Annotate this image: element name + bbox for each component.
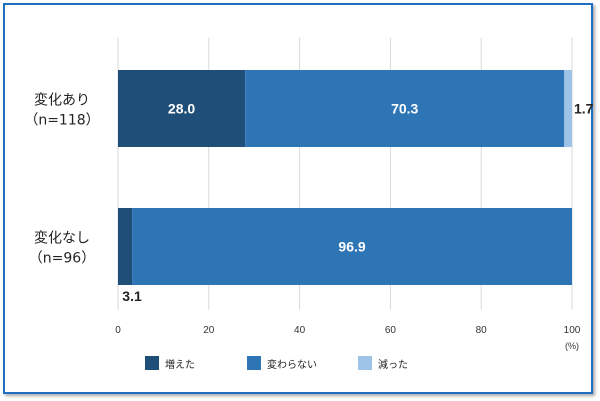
x-tick-label: 40: [294, 325, 306, 336]
legend-label: 変わらない: [267, 358, 317, 371]
x-axis-unit: (%): [565, 341, 579, 351]
x-tick-label: 80: [476, 325, 488, 336]
data-label: 1.7: [574, 101, 594, 117]
legend: 増えた 変わらない 減った: [145, 356, 408, 371]
bar-segment: [118, 208, 133, 285]
bar-segment: [132, 208, 572, 285]
legend-swatch: [247, 356, 261, 370]
bar-segment: [564, 70, 572, 147]
data-label: 3.1: [122, 288, 142, 304]
chart-frame: [3, 3, 593, 394]
legend-label: 減った: [378, 358, 408, 371]
bars: 28.0 70.3 1.7 3.1 96.9: [118, 70, 594, 304]
data-label: 70.3: [391, 101, 418, 117]
x-axis: 0 20 40 60 80 100: [115, 325, 581, 336]
legend-swatch: [145, 356, 159, 370]
x-tick-label: 60: [385, 325, 397, 336]
bar-segment: [245, 70, 565, 147]
category-label: 変化あり: [34, 92, 90, 109]
category-label: （n=118）: [24, 113, 99, 129]
category-labels: 変化あり （n=118） 変化なし （n=96）: [24, 92, 99, 267]
category-label: 変化なし: [34, 230, 90, 247]
data-label: 28.0: [168, 101, 195, 117]
x-tick-label: 0: [115, 325, 121, 336]
category-label: （n=96）: [29, 251, 95, 267]
legend-swatch: [358, 356, 372, 370]
bar-segment: [118, 70, 246, 147]
data-label: 96.9: [338, 239, 365, 255]
x-tick-label: 100: [564, 325, 581, 336]
x-tick-label: 20: [203, 325, 215, 336]
legend-label: 増えた: [165, 358, 195, 371]
